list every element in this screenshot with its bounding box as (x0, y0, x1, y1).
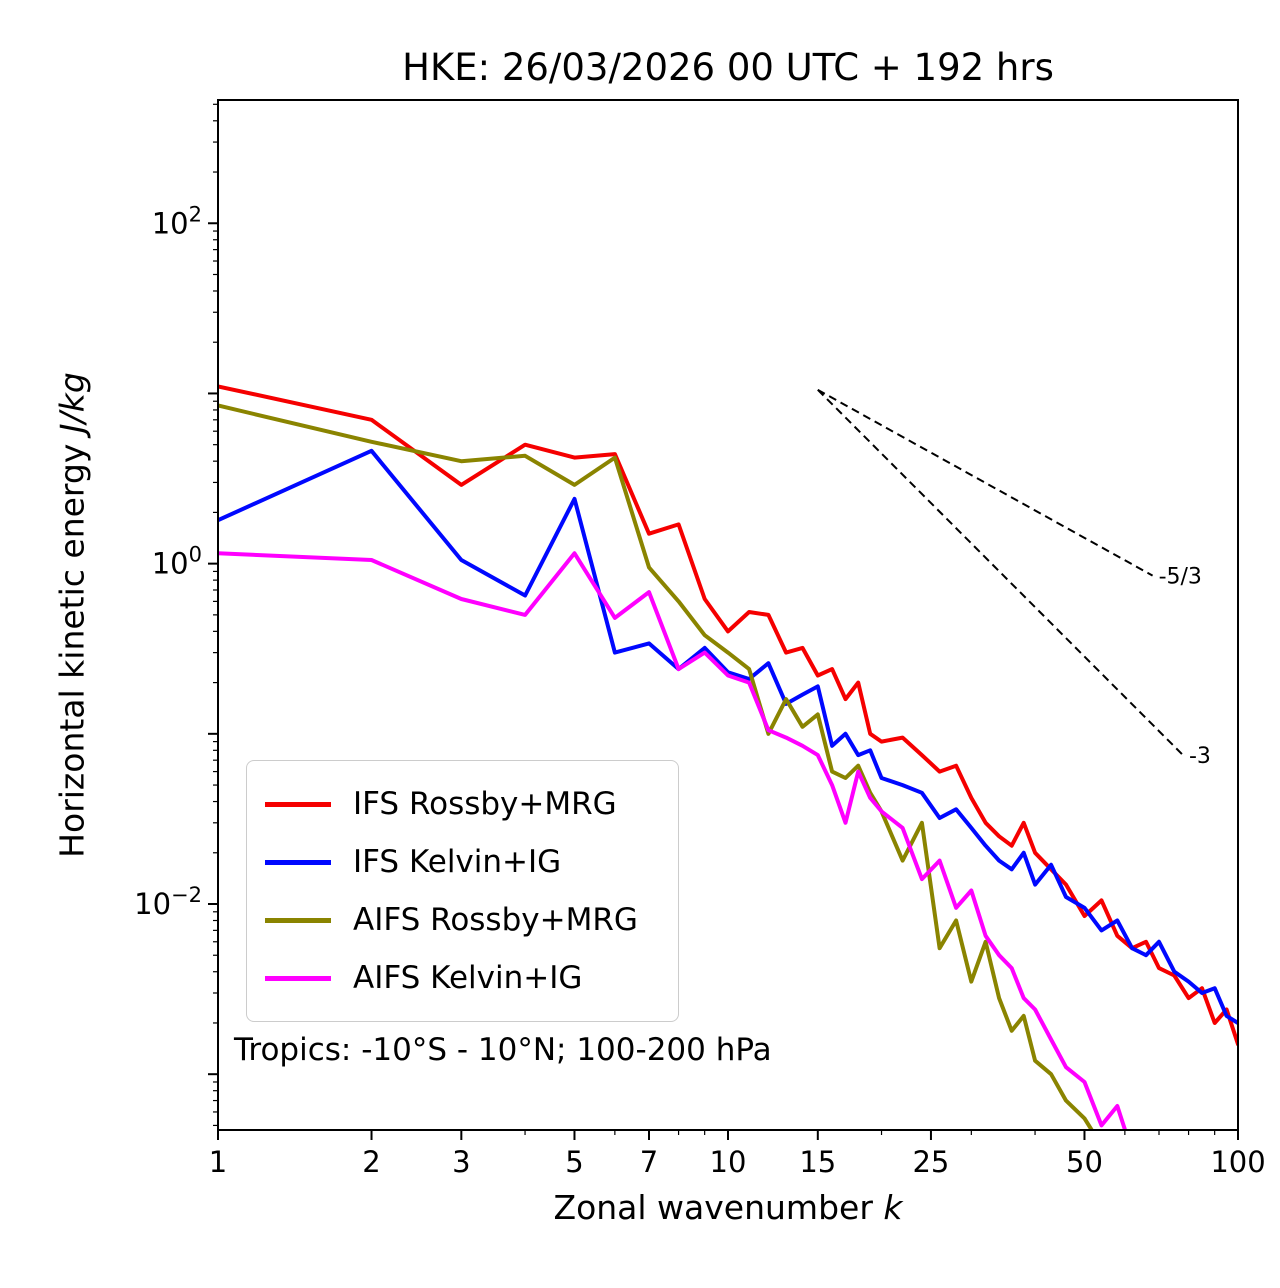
x-axis-label-symbol: k (883, 1188, 903, 1227)
chart-title: HKE: 26/03/2026 00 UTC + 192 hrs (402, 46, 1054, 89)
y-axis-label: Horizontal kinetic energy J/kg (53, 372, 92, 858)
y-tick-label: 10−2 (134, 883, 202, 921)
series-line (218, 384, 1238, 1047)
x-tick-label: 5 (565, 1145, 583, 1179)
legend: IFS Rossby+MRG IFS Kelvin+IG AIFS Rossby… (246, 760, 679, 1022)
legend-swatch (265, 859, 331, 865)
region-annotation: Tropics: -10°S - 10°N; 100-200 hPa (234, 1032, 772, 1068)
x-tick-label: 25 (912, 1145, 949, 1179)
slope-guide-label: -3 (1189, 744, 1211, 769)
series-line (218, 403, 1095, 1130)
legend-label: AIFS Kelvin+IG (353, 960, 583, 996)
legend-swatch (265, 801, 331, 807)
series-line (218, 551, 1128, 1130)
slope-guide (817, 388, 1154, 577)
legend-item: IFS Kelvin+IG (265, 833, 638, 891)
y-axis-label-text: Horizontal kinetic energy (52, 433, 92, 858)
x-tick-label: 1 (209, 1145, 227, 1179)
x-tick-label: 2 (362, 1145, 380, 1179)
x-tick-label: 100 (1210, 1145, 1265, 1179)
legend-item: AIFS Rossby+MRG (265, 891, 638, 949)
x-tick-label: 10 (710, 1145, 747, 1179)
slope-guide-label: -5/3 (1159, 565, 1202, 590)
y-tick-label: 102 (152, 202, 202, 240)
legend-label: AIFS Rossby+MRG (353, 902, 638, 938)
x-axis-label-text: Zonal wavenumber (553, 1188, 884, 1227)
x-tick-label: 15 (799, 1145, 836, 1179)
axes-frame (217, 99, 1239, 1131)
legend-label: IFS Rossby+MRG (353, 786, 617, 822)
x-axis-label: Zonal wavenumber k (218, 1188, 1238, 1227)
legend-swatch (265, 917, 331, 923)
legend-swatch (265, 975, 331, 981)
slope-guide (817, 389, 1184, 756)
x-tick-label: 7 (640, 1145, 658, 1179)
legend-item: AIFS Kelvin+IG (265, 949, 638, 1007)
x-tick-label: 50 (1066, 1145, 1103, 1179)
legend-label: IFS Kelvin+IG (353, 844, 562, 880)
y-tick-label: 100 (152, 543, 202, 581)
legend-item: IFS Rossby+MRG (265, 775, 638, 833)
x-tick-label: 3 (452, 1145, 470, 1179)
y-axis-label-units: J/kg (52, 372, 92, 434)
